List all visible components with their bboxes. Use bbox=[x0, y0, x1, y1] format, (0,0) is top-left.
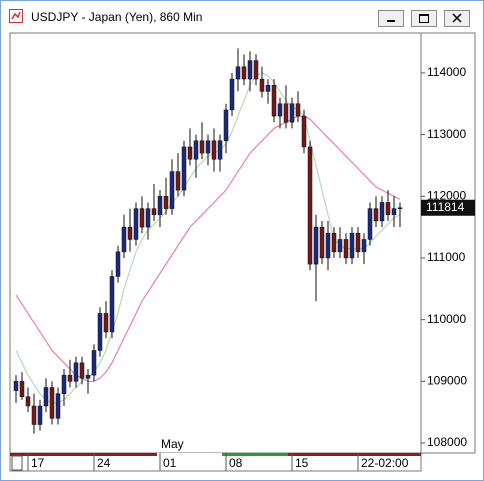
candle-body bbox=[307, 146, 313, 265]
candle-body bbox=[85, 374, 91, 379]
session-strip bbox=[222, 453, 288, 456]
close-button[interactable] bbox=[444, 10, 470, 27]
x-tick-label: 22-02:00 bbox=[361, 456, 409, 470]
candle-body bbox=[31, 405, 37, 425]
candle-body bbox=[49, 387, 55, 419]
x-tick-label: 24 bbox=[97, 456, 111, 470]
candle-body bbox=[379, 202, 385, 222]
candle-body bbox=[157, 196, 163, 216]
candle-body bbox=[169, 171, 175, 209]
candle-body bbox=[331, 233, 337, 253]
candle-body bbox=[103, 313, 109, 333]
candle-body bbox=[397, 207, 403, 209]
chart: 108000 109000 110000 111000 112000 113000 1140… bbox=[9, 32, 476, 472]
maximize-button[interactable] bbox=[411, 10, 437, 27]
candle-body bbox=[337, 239, 343, 253]
y-tick-label: 111000 bbox=[427, 250, 466, 264]
candle-body bbox=[325, 233, 331, 259]
candle-body bbox=[259, 78, 265, 92]
candle-body bbox=[247, 60, 253, 80]
candle-body bbox=[73, 362, 79, 382]
candle-body bbox=[79, 362, 85, 379]
candle-body bbox=[373, 208, 379, 222]
candle-body bbox=[385, 202, 391, 216]
candle-body bbox=[109, 276, 115, 333]
candle-body bbox=[133, 208, 139, 240]
window-title: USDJPY - Japan (Yen), 860 Min bbox=[31, 10, 203, 24]
candle-body bbox=[211, 140, 217, 160]
last-price-label: 111814 bbox=[426, 200, 465, 214]
candle-body bbox=[295, 103, 301, 117]
candle-body bbox=[121, 226, 127, 253]
candle-body bbox=[43, 387, 49, 407]
candle-body bbox=[283, 103, 289, 123]
candle-body bbox=[181, 146, 187, 191]
candle-body bbox=[19, 381, 25, 397]
candle-body bbox=[127, 226, 133, 240]
candle-body bbox=[343, 239, 349, 259]
candle-body bbox=[217, 140, 223, 160]
x-tick-label: 15 bbox=[295, 456, 309, 470]
last-price-box bbox=[421, 199, 475, 216]
candle-body bbox=[145, 208, 151, 228]
candle-body bbox=[319, 226, 325, 259]
candle-body bbox=[55, 393, 61, 419]
title-bar: USDJPY - Japan (Yen), 860 Min bbox=[1, 1, 483, 31]
candle-body bbox=[265, 84, 271, 92]
candle-body bbox=[253, 60, 259, 80]
app-icon bbox=[9, 9, 23, 23]
y-tick-label: 108000 bbox=[427, 435, 467, 449]
session-strip bbox=[157, 453, 222, 456]
candle-body bbox=[67, 374, 73, 382]
candle-body bbox=[193, 140, 199, 160]
y-tick-label: 114000 bbox=[427, 65, 466, 79]
candle-body bbox=[115, 251, 121, 277]
candle-body bbox=[199, 140, 205, 154]
candle-body bbox=[13, 381, 19, 391]
maximize-icon bbox=[419, 14, 429, 23]
candle-body bbox=[97, 313, 103, 351]
y-tick-label: 113000 bbox=[427, 127, 466, 141]
minimize-button[interactable] bbox=[378, 10, 404, 27]
month-label: May bbox=[161, 437, 184, 451]
candle-body bbox=[25, 396, 31, 407]
y-tick-label: 109000 bbox=[427, 373, 467, 387]
candle-body bbox=[91, 350, 97, 376]
candle-body bbox=[175, 171, 181, 191]
candle-body bbox=[355, 233, 361, 253]
candle-body bbox=[271, 84, 277, 117]
candle-body bbox=[235, 66, 241, 80]
minimize-icon bbox=[387, 20, 395, 22]
x-tick-label: 08 bbox=[229, 456, 243, 470]
candle-body bbox=[151, 208, 157, 216]
candle-body bbox=[139, 208, 145, 228]
candle-body bbox=[289, 103, 295, 123]
candle-body bbox=[301, 115, 307, 148]
candle-body bbox=[361, 239, 367, 253]
candle-body bbox=[391, 208, 397, 216]
y-tick-label: 110000 bbox=[427, 312, 466, 326]
candle-body bbox=[205, 140, 211, 154]
x-tick-label: 17 bbox=[31, 456, 45, 470]
candle-body bbox=[367, 208, 373, 240]
scroll-box[interactable] bbox=[11, 455, 23, 471]
y-tick-label: 112000 bbox=[427, 188, 466, 202]
candle-body bbox=[187, 146, 193, 160]
price-axis bbox=[420, 32, 476, 454]
candle-body bbox=[61, 374, 67, 394]
candle-body bbox=[349, 233, 355, 259]
candle-body bbox=[313, 226, 319, 265]
candle-body bbox=[241, 66, 247, 80]
x-tick-label: 01 bbox=[163, 456, 177, 470]
close-icon bbox=[452, 13, 462, 23]
candle-body bbox=[277, 103, 283, 117]
candle-body bbox=[223, 109, 229, 142]
candle-body bbox=[229, 78, 235, 111]
candle-body bbox=[163, 196, 169, 209]
candle-body bbox=[37, 405, 43, 425]
